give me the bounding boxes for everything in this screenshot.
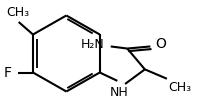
Text: H₂N: H₂N xyxy=(80,38,104,51)
Text: CH₃: CH₃ xyxy=(168,81,191,94)
Text: CH₃: CH₃ xyxy=(6,6,29,19)
Text: NH: NH xyxy=(110,86,129,99)
Text: F: F xyxy=(4,65,12,80)
Text: O: O xyxy=(155,37,166,51)
